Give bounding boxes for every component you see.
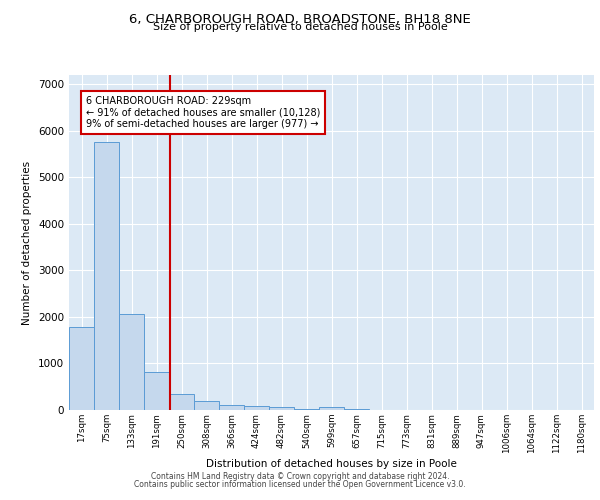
Text: 6 CHARBOROUGH ROAD: 229sqm
← 91% of detached houses are smaller (10,128)
9% of s: 6 CHARBOROUGH ROAD: 229sqm ← 91% of deta… (86, 96, 320, 129)
Text: Size of property relative to detached houses in Poole: Size of property relative to detached ho… (152, 22, 448, 32)
Bar (119, 314, 144, 410)
Bar (144, 372, 169, 410)
X-axis label: Distribution of detached houses by size in Poole: Distribution of detached houses by size … (206, 458, 457, 468)
Text: 6, CHARBOROUGH ROAD, BROADSTONE, BH18 8NE: 6, CHARBOROUGH ROAD, BROADSTONE, BH18 8N… (129, 12, 471, 26)
Text: Contains public sector information licensed under the Open Government Licence v3: Contains public sector information licen… (134, 480, 466, 489)
Bar (219, 405, 244, 410)
Bar (194, 401, 219, 410)
Bar (244, 406, 269, 410)
Bar (169, 394, 194, 410)
Bar (94, 142, 119, 410)
Bar (294, 408, 319, 410)
Bar (69, 327, 94, 410)
Bar (344, 409, 369, 410)
Y-axis label: Number of detached properties: Number of detached properties (22, 160, 32, 324)
Bar (319, 407, 344, 410)
Text: Contains HM Land Registry data © Crown copyright and database right 2024.: Contains HM Land Registry data © Crown c… (151, 472, 449, 481)
Bar (269, 408, 294, 410)
